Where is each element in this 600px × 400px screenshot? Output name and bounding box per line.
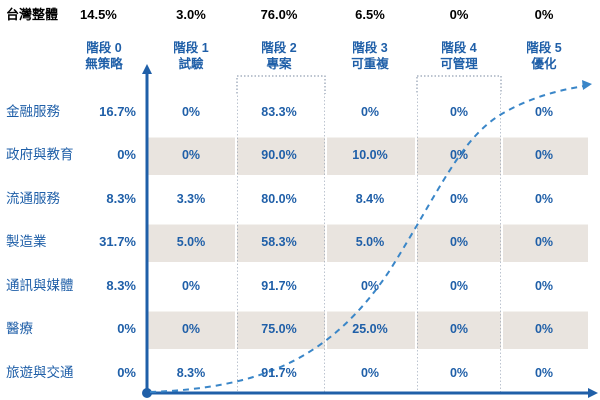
table-cell-value: 25.0% — [352, 322, 388, 337]
overall-stage-value: 0% — [534, 7, 554, 22]
table-cell-value: 0% — [534, 104, 554, 119]
industry-name: 流通服務 — [6, 190, 60, 206]
industry-name: 金融服務 — [6, 103, 60, 119]
table-cell-value: 0% — [449, 365, 469, 380]
table-cell-value: 0% — [181, 148, 201, 163]
industry-name: 政府與教育 — [6, 147, 74, 163]
table-cell-value: 0% — [449, 235, 469, 250]
overall-stage0-value: 14.5% — [80, 7, 117, 22]
table-cell-value: 5.0% — [176, 235, 206, 250]
table-cell-value: 0% — [449, 278, 469, 293]
stage-label-line1: 階段 1 — [173, 41, 209, 55]
table-cell-value: 80.0% — [261, 191, 297, 206]
stage-label-line2: 專案 — [266, 57, 292, 71]
stage-label-line2: 可管理 — [440, 57, 478, 71]
table-cell-value: 0% — [534, 278, 554, 293]
x-axis-arrowhead — [588, 388, 598, 398]
table-cell-value: 58.3% — [261, 235, 297, 250]
table-cell-value: 91.7% — [261, 365, 297, 380]
table-cell-value: 0% — [449, 322, 469, 337]
s-curve-arrowhead — [582, 80, 592, 90]
industry-stage0-value: 0% — [117, 147, 136, 163]
table-cell-value: 0% — [360, 278, 380, 293]
table-cell-value: 75.0% — [261, 322, 297, 337]
table-cell-value: 0% — [360, 104, 380, 119]
s-curve-dashed — [149, 85, 585, 393]
overall-label: 台灣整體 — [6, 7, 59, 22]
overall-stage-value: 6.5% — [355, 7, 385, 22]
industry-name: 製造業 — [6, 234, 47, 250]
industry-stage0-value: 0% — [117, 321, 136, 337]
stage-label-line2: 試驗 — [178, 57, 204, 71]
stage-label-line1: 階段 5 — [526, 41, 562, 55]
industry-stage0-value: 8.3% — [106, 277, 136, 293]
table-cell-value: 3.3% — [176, 191, 206, 206]
overall-stage-value: 0% — [449, 7, 469, 22]
table-cell-value: 8.3% — [176, 365, 206, 380]
overall-stage-value: 76.0% — [260, 7, 298, 22]
industry-stage0-value: 31.7% — [99, 234, 136, 250]
table-cell-value: 0% — [534, 365, 554, 380]
overall-stage-value: 3.0% — [176, 7, 206, 22]
table-cell-value: 0% — [449, 104, 469, 119]
shaded-row-band — [146, 311, 588, 349]
shaded-row-band — [146, 224, 588, 262]
stage-label-line1: 階段 2 — [261, 41, 297, 55]
industry-name: 旅遊與交通 — [6, 364, 74, 380]
table-cell-value: 90.0% — [261, 148, 297, 163]
industry-name: 醫療 — [6, 321, 33, 337]
table-cell-value: 0% — [360, 365, 380, 380]
table-cell-value: 0% — [534, 148, 554, 163]
stage-label-line1: 階段 3 — [352, 41, 388, 55]
stage-label-line2: 無策略 — [85, 57, 123, 71]
stage-label-line1: 階段 0 — [86, 41, 122, 55]
table-cell-value: 83.3% — [261, 104, 297, 119]
table-cell-value: 0% — [181, 322, 201, 337]
stage-label-line1: 階段 4 — [441, 41, 477, 55]
industry-stage0-value: 0% — [117, 364, 136, 380]
table-cell-value: 0% — [181, 104, 201, 119]
industry-name: 通訊與媒體 — [6, 277, 74, 293]
table-cell-value: 5.0% — [355, 235, 385, 250]
industry-stage0-value: 16.7% — [99, 103, 136, 119]
stage-label-line2: 優化 — [531, 57, 557, 71]
table-cell-value: 0% — [534, 191, 554, 206]
table-cell-value: 0% — [449, 148, 469, 163]
table-cell-value: 10.0% — [352, 148, 388, 163]
shaded-row-band — [146, 137, 588, 175]
stage-label-line2: 可重複 — [351, 57, 389, 71]
table-cell-value: 8.4% — [355, 191, 385, 206]
axis-origin-dot — [142, 388, 152, 398]
table-cell-value: 0% — [449, 191, 469, 206]
industry-stage0-value: 8.3% — [106, 190, 136, 206]
y-axis-arrowhead — [142, 64, 152, 74]
table-cell-value: 0% — [181, 278, 201, 293]
table-cell-value: 0% — [534, 235, 554, 250]
table-cell-value: 0% — [534, 322, 554, 337]
table-cell-value: 91.7% — [261, 278, 297, 293]
